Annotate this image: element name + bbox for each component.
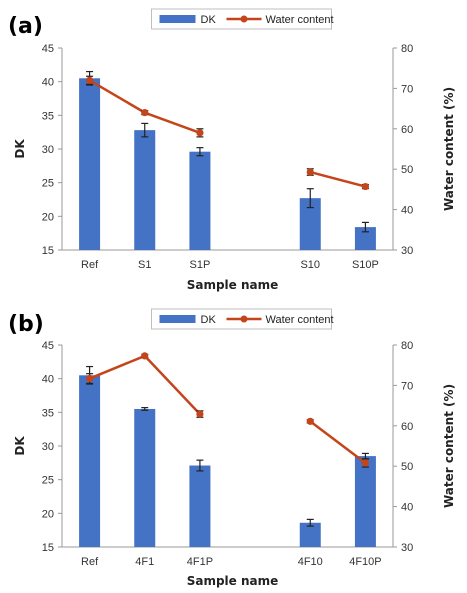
y-tick-label: 20 — [42, 211, 54, 223]
y2-tick-label: 60 — [401, 421, 413, 433]
point-water-content — [361, 182, 370, 191]
x-tick-label: Ref — [81, 259, 99, 271]
point-water-content — [306, 168, 314, 176]
bar-dk — [79, 375, 101, 547]
y-tick-label: 20 — [42, 508, 54, 520]
y-tick-label: 35 — [42, 407, 54, 419]
bar-dk — [189, 151, 211, 250]
y2-tick-label: 70 — [401, 83, 413, 95]
y-tick-label: 30 — [42, 144, 54, 156]
point-water-content — [85, 76, 94, 84]
y-axis-title: DK — [13, 139, 27, 159]
legend-swatch-dk — [159, 15, 196, 23]
y-tick-label: 25 — [42, 475, 54, 487]
y-tick-label: 30 — [42, 441, 54, 453]
series-line-water-content — [309, 170, 366, 188]
y-tick-label: 25 — [42, 178, 54, 190]
x-tick-label: S10 — [300, 259, 320, 271]
chart-panel-2: (b) DK Water content 15 20 25 30 35 40 45 30 40 50 60… — [8, 308, 456, 588]
y-tick-label: 35 — [42, 110, 54, 122]
bar-dk — [299, 198, 321, 250]
x-tick-label: S10P — [352, 259, 379, 271]
y-tick-label: 40 — [42, 77, 54, 89]
point-water-content — [361, 459, 370, 467]
y2-tick-label: 60 — [401, 124, 413, 136]
series-line-water-content — [89, 354, 201, 415]
panel-label: (b) — [8, 312, 44, 337]
point-water-content — [141, 109, 149, 117]
x-tick-label: 4F10 — [298, 556, 323, 568]
y2-axis-title: Water content (%) — [442, 87, 456, 211]
bar-dk — [79, 78, 101, 250]
legend-label-water-content: Water content — [266, 314, 334, 326]
x-axis-title: Sample name — [187, 278, 279, 292]
x-tick-label: Ref — [81, 556, 99, 568]
bar-dk — [299, 522, 321, 547]
bar-dk — [354, 227, 376, 250]
bar-dk — [354, 456, 376, 547]
y2-tick-label: 40 — [401, 205, 413, 217]
y2-tick-label: 30 — [401, 245, 413, 257]
bar-dk — [189, 465, 211, 547]
y-tick-label: 15 — [42, 542, 54, 554]
y2-tick-label: 40 — [401, 502, 413, 514]
y2-tick-label: 30 — [401, 542, 413, 554]
legend-swatch-water-marker — [240, 15, 248, 23]
y2-tick-label: 70 — [401, 380, 413, 392]
legend-swatch-water-marker — [240, 315, 248, 323]
y2-axis-title: Water content (%) — [442, 384, 456, 508]
chart-panel-1: (a) DK Water content 15 20 25 30 35 40 45 30 40 50 60… — [8, 8, 456, 292]
panel-label: (a) — [8, 14, 43, 39]
bar-dk — [134, 130, 156, 250]
x-tick-label: 4F1 — [135, 556, 154, 568]
series-line-water-content — [309, 420, 367, 464]
x-tick-label: S1P — [190, 259, 211, 271]
y2-tick-label: 50 — [401, 164, 413, 176]
legend-swatch-dk — [159, 315, 196, 323]
point-water-content — [141, 352, 149, 360]
y2-tick-label: 80 — [401, 43, 413, 55]
point-water-content — [85, 374, 94, 383]
y-tick-label: 15 — [42, 245, 54, 257]
point-water-content — [196, 129, 204, 137]
legend-label-dk: DK — [201, 314, 217, 326]
x-axis-title: Sample name — [187, 574, 279, 588]
y-axis-title: DK — [13, 436, 27, 456]
x-tick-label: 4F10P — [349, 556, 381, 568]
y2-tick-label: 80 — [401, 340, 413, 352]
y2-tick-label: 50 — [401, 461, 413, 473]
legend-label-water-content: Water content — [266, 14, 334, 26]
point-water-content — [196, 410, 204, 418]
point-water-content — [306, 417, 314, 425]
y-tick-label: 45 — [42, 340, 54, 352]
y-tick-label: 40 — [42, 374, 54, 386]
legend-label-dk: DK — [201, 14, 217, 26]
bar-dk — [134, 408, 156, 547]
y-tick-label: 45 — [42, 43, 54, 55]
x-tick-label: 4F1P — [187, 556, 213, 568]
x-tick-label: S1 — [138, 259, 151, 271]
